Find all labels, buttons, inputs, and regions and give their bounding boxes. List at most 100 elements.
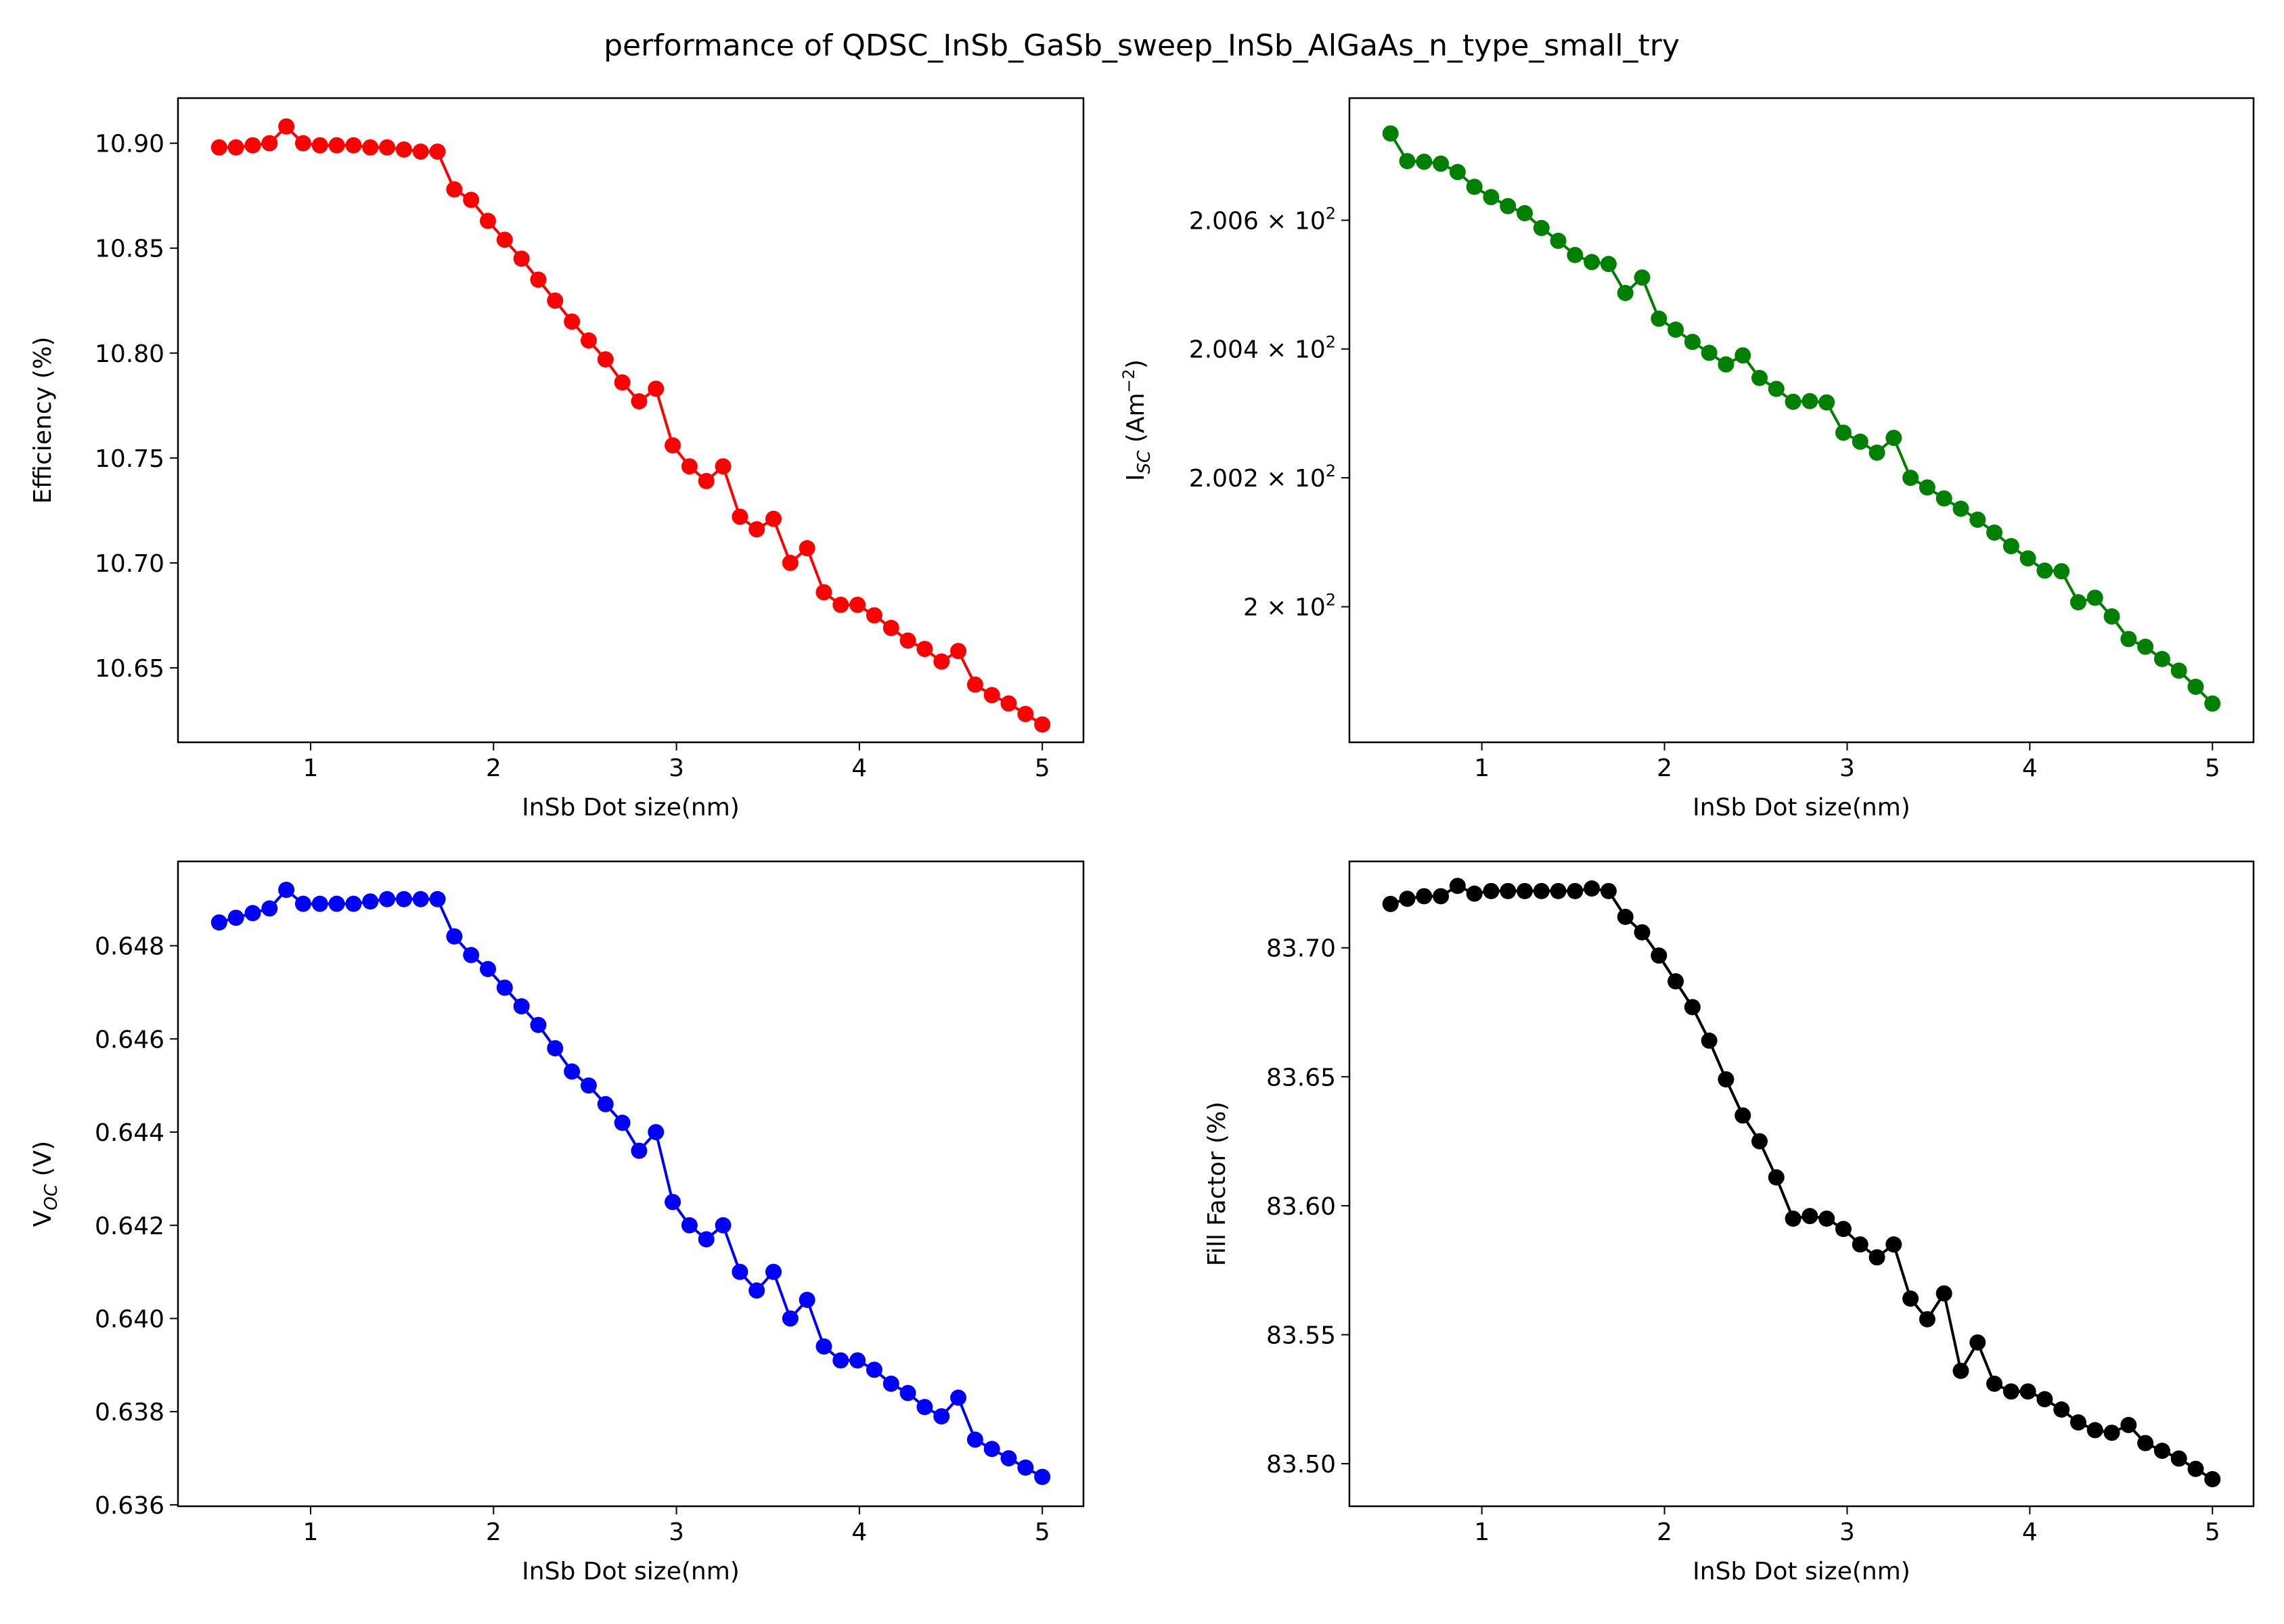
- data-point: [412, 143, 429, 160]
- data-point: [983, 1441, 1000, 1458]
- y-tick-label: 0.636: [95, 1492, 164, 1520]
- data-point: [1667, 321, 1684, 338]
- data-point: [412, 890, 429, 907]
- y-axis-label: Efficiency (%): [29, 336, 57, 503]
- y-tick-label: 0.648: [95, 933, 164, 961]
- data-point: [580, 332, 597, 349]
- data-point: [2086, 1422, 2103, 1439]
- data-point: [1935, 1285, 1952, 1302]
- data-point: [1634, 924, 1651, 941]
- data-point: [681, 458, 698, 475]
- data-point: [345, 137, 362, 154]
- data-point: [1466, 179, 1483, 196]
- subplot-3: 1 2 3 4 5 0.636 0.638 0.640 0.642 0.644 0.646 0.648…: [29, 860, 1085, 1585]
- data-point: [2153, 650, 2170, 667]
- data-point: [1550, 232, 1567, 249]
- data-point: [765, 510, 782, 527]
- data-point: [966, 676, 983, 693]
- data-point: [765, 1263, 782, 1280]
- data-point: [328, 137, 345, 154]
- data-point: [1449, 878, 1466, 895]
- y-tick-label: 2 × 102: [1243, 591, 1336, 622]
- data-point: [614, 1114, 631, 1131]
- data-point: [328, 895, 345, 912]
- data-point: [1017, 1459, 1034, 1476]
- data-point: [2170, 662, 2187, 679]
- data-point: [513, 250, 530, 267]
- y-tick-label: 0.642: [95, 1213, 164, 1240]
- data-point: [799, 540, 815, 557]
- data-point: [899, 1384, 916, 1401]
- data-point: [2170, 1450, 2187, 1467]
- x-tick-label: 3: [669, 754, 684, 782]
- subplot-2: 1 2 3 4 5 2 × 102 2.002 × 102 2.004 × 102 2.006 …: [1119, 97, 2255, 821]
- data-point: [362, 139, 379, 156]
- data-point: [748, 1282, 765, 1299]
- x-tick-label: 2: [1657, 1518, 1672, 1546]
- x-axis-label: InSb Dot size(nm): [522, 794, 740, 821]
- y-tick-label: 10.80: [95, 340, 164, 368]
- x-tick-label: 2: [486, 754, 501, 782]
- data-point: [1000, 695, 1017, 712]
- axes-frame: [177, 97, 1085, 744]
- x-tick-label: 2: [1657, 754, 1672, 782]
- y-tick-label: 10.75: [95, 445, 164, 473]
- data-point: [547, 292, 564, 309]
- data-point: [395, 141, 412, 158]
- data-point: [1017, 706, 1034, 723]
- data-point: [882, 619, 899, 636]
- y-tick-label: 83.60: [1266, 1193, 1336, 1221]
- data-point: [2086, 589, 2103, 606]
- data-point: [1852, 1236, 1868, 1253]
- data-point: [2187, 678, 2204, 695]
- y-tick-label: 2.002 × 102: [1189, 461, 1336, 493]
- data-point: [2019, 1383, 2036, 1400]
- data-point: [2120, 1416, 2137, 1433]
- data-point: [866, 607, 882, 624]
- data-point: [916, 1399, 933, 1416]
- charts-container: 1 2 3 4 5 10.65 10.70 10.75 10.80 10.85 10.90 InSb …: [29, 97, 2255, 1585]
- data-point: [732, 508, 748, 525]
- data-point: [294, 895, 311, 912]
- data-point: [815, 584, 832, 601]
- data-point: [278, 882, 295, 899]
- data-point: [1868, 444, 1885, 461]
- data-point: [1651, 947, 1667, 964]
- data-point: [983, 687, 1000, 704]
- x-tick-label: 1: [1474, 754, 1490, 782]
- x-tick-label: 4: [851, 1518, 867, 1546]
- data-point: [1818, 1210, 1835, 1227]
- data-point: [1952, 500, 1969, 517]
- x-tick-label: 4: [2022, 754, 2038, 782]
- data-point: [782, 1310, 799, 1327]
- data-point: [1969, 1334, 1986, 1351]
- data-point: [1902, 1290, 1919, 1307]
- data-point: [1600, 882, 1617, 899]
- data-point: [1919, 479, 1935, 496]
- data-point: [345, 895, 362, 912]
- data-point: [2204, 695, 2221, 712]
- x-tick-label: 5: [2205, 1518, 2220, 1546]
- data-point: [1500, 882, 1517, 899]
- y-tick-label: 10.85: [95, 235, 164, 263]
- data-point: [530, 1016, 547, 1033]
- x-axis-label: InSb Dot size(nm): [522, 1558, 740, 1585]
- data-point: [496, 979, 513, 996]
- data-point: [715, 1217, 732, 1234]
- data-point: [1533, 882, 1550, 899]
- data-point: [933, 653, 950, 670]
- data-point: [1617, 908, 1634, 925]
- y-tick-label: 10.90: [95, 131, 164, 158]
- data-point: [210, 914, 227, 931]
- data-point: [210, 139, 227, 156]
- data-point: [698, 472, 715, 489]
- data-point: [1785, 1210, 1801, 1227]
- data-point: [681, 1217, 698, 1234]
- data-point: [665, 437, 681, 454]
- data-point: [1919, 1311, 1935, 1328]
- data-point: [2137, 638, 2154, 655]
- y-tick-label: 2.006 × 102: [1189, 204, 1336, 235]
- data-point: [429, 890, 446, 907]
- data-point: [1416, 888, 1433, 905]
- data-point: [849, 1352, 866, 1369]
